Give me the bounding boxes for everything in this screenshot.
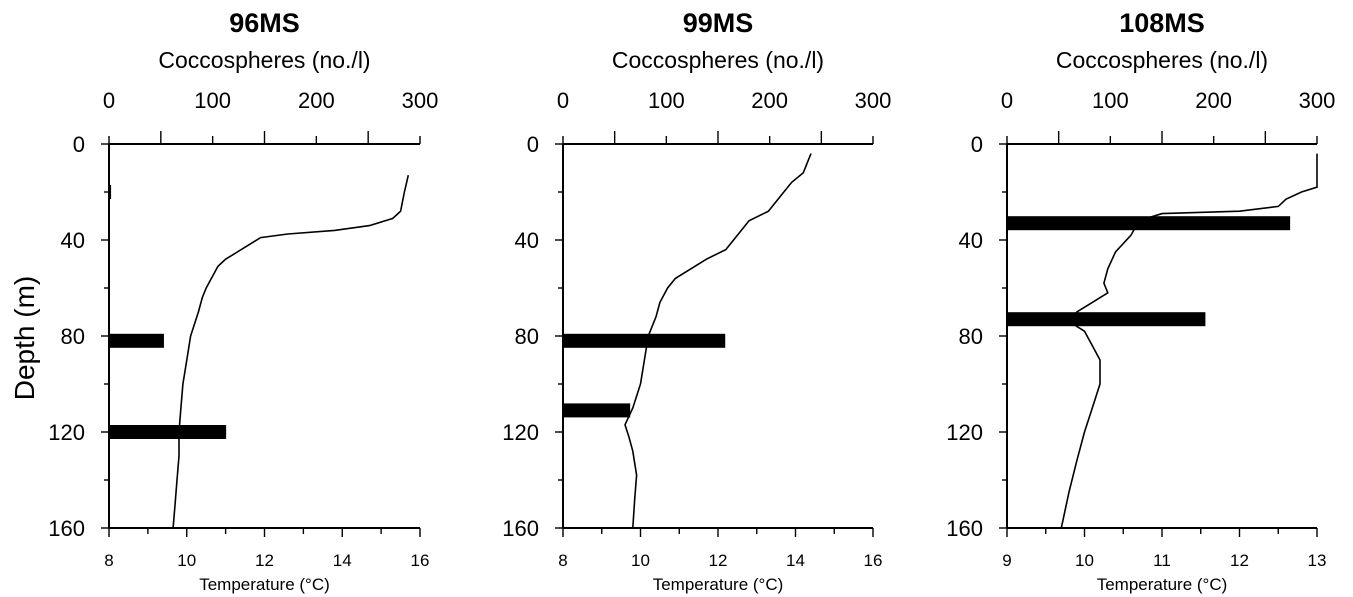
panel-title: 108MS xyxy=(1119,8,1205,38)
temperature-tick-label: 10 xyxy=(177,551,196,570)
panel-96ms: 96MS Coccospheres (no./l) Temperature (°C)… xyxy=(48,8,438,594)
coccosphere-tick-label: 300 xyxy=(402,88,439,113)
coccosphere-tick-label: 0 xyxy=(1001,88,1013,113)
temperature-tick-label: 10 xyxy=(1075,551,1094,570)
temperature-tick-label: 16 xyxy=(864,551,883,570)
temperature-axis-label: Temperature (°C) xyxy=(1097,575,1228,594)
coccosphere-tick-label: 200 xyxy=(751,88,788,113)
temperature-tick-label: 11 xyxy=(1153,551,1171,570)
coccosphere-tick-label: 0 xyxy=(103,88,115,113)
depth-tick-label: 0 xyxy=(527,132,539,157)
depth-tick-label: 160 xyxy=(502,516,539,541)
depth-tick-label: 80 xyxy=(959,324,983,349)
panel-108ms: 108MS Coccospheres (no./l) Temperature (°C… xyxy=(946,8,1335,594)
panel-title: 96MS xyxy=(229,8,300,38)
coccosphere-bar xyxy=(109,425,227,439)
temperature-profile-line xyxy=(172,175,410,529)
coccosphere-tick-label: 100 xyxy=(194,88,231,113)
coccospheres-axis-label: Coccospheres (no./l) xyxy=(1056,47,1268,73)
depth-tick-label: 160 xyxy=(48,516,85,541)
temperature-profile-line xyxy=(1060,153,1318,529)
coccosphere-tick-label: 300 xyxy=(1299,88,1336,113)
coccosphere-bar xyxy=(1007,312,1206,327)
coccospheres-axis-label: Coccospheres (no./l) xyxy=(612,47,824,73)
panels: 96MS Coccospheres (no./l) Temperature (°C)… xyxy=(48,8,1335,594)
depth-tick-label: 0 xyxy=(971,132,983,157)
coccosphere-bar xyxy=(109,185,112,199)
coccosphere-tick-label: 200 xyxy=(1195,88,1232,113)
panel-title: 99MS xyxy=(683,8,754,38)
temperature-tick-label: 12 xyxy=(1230,551,1249,570)
depth-tick-label: 40 xyxy=(515,228,539,253)
temperature-tick-label: 13 xyxy=(1308,551,1327,570)
depth-tick-label: 40 xyxy=(959,228,983,253)
coccosphere-bar xyxy=(1007,216,1291,231)
temperature-axis-label: Temperature (°C) xyxy=(653,575,784,594)
coccosphere-tick-label: 300 xyxy=(855,88,892,113)
temperature-tick-label: 8 xyxy=(104,551,113,570)
depth-tick-label: 120 xyxy=(946,420,983,445)
coccosphere-tick-label: 0 xyxy=(557,88,569,113)
coccosphere-tick-label: 100 xyxy=(1092,88,1129,113)
depth-tick-label: 80 xyxy=(61,324,85,349)
depth-tick-label: 80 xyxy=(515,324,539,349)
depth-axis-label: Depth (m) xyxy=(9,276,40,400)
depth-tick-label: 40 xyxy=(61,228,85,253)
temperature-tick-label: 9 xyxy=(1002,551,1011,570)
coccosphere-bar xyxy=(563,333,726,348)
temperature-tick-label: 8 xyxy=(558,551,567,570)
temperature-tick-label: 14 xyxy=(786,551,805,570)
temperature-tick-label: 12 xyxy=(709,551,728,570)
coccospheres-axis-label: Coccospheres (no./l) xyxy=(158,47,370,73)
coccosphere-bar xyxy=(563,403,631,418)
temperature-tick-label: 12 xyxy=(255,551,274,570)
temperature-tick-label: 14 xyxy=(333,551,352,570)
temperature-profile-line xyxy=(624,153,812,529)
depth-tick-label: 160 xyxy=(946,516,983,541)
temperature-axis-label: Temperature (°C) xyxy=(199,575,330,594)
panel-99ms: 99MS Coccospheres (no./l) Temperature (°C)… xyxy=(502,8,891,594)
depth-tick-label: 120 xyxy=(502,420,539,445)
depth-tick-label: 120 xyxy=(48,420,85,445)
depth-tick-label: 0 xyxy=(73,132,85,157)
temperature-tick-label: 16 xyxy=(411,551,430,570)
coccosphere-tick-label: 100 xyxy=(648,88,685,113)
coccosphere-bar xyxy=(109,333,164,348)
coccosphere-tick-label: 200 xyxy=(298,88,335,113)
temperature-tick-label: 10 xyxy=(631,551,650,570)
